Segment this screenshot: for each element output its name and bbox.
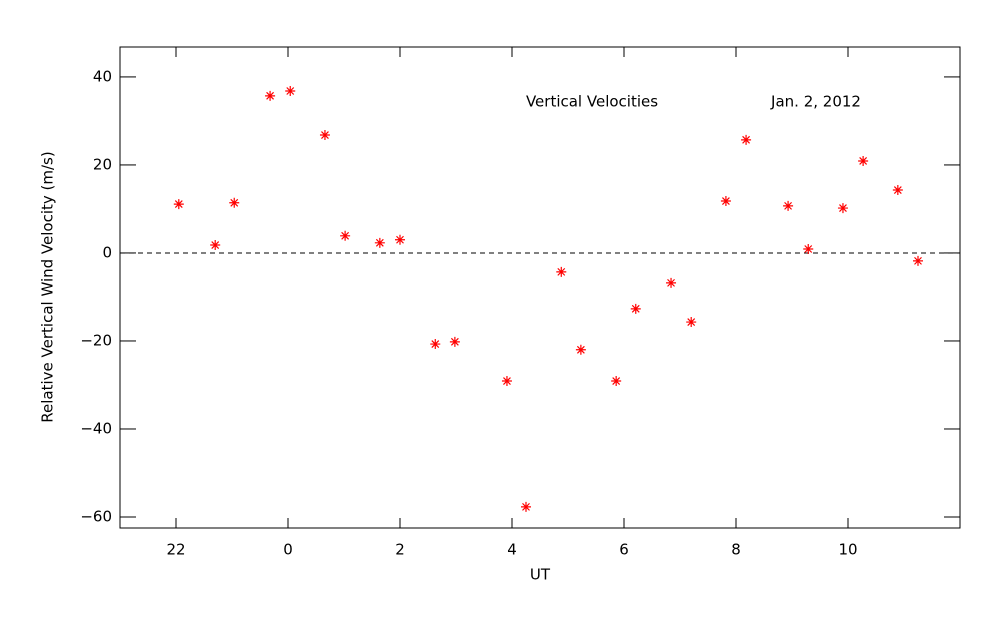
point	[741, 134, 752, 145]
point	[430, 339, 441, 350]
point	[521, 501, 531, 512]
point	[892, 185, 903, 196]
x-tick-label: 2	[395, 541, 405, 559]
y-axis-label: Relative Vertical Wind Velocity (m/s)	[39, 151, 57, 422]
point	[229, 197, 240, 208]
y-tick-label: 20	[93, 155, 112, 173]
point	[575, 344, 586, 355]
x-axis-label: UT	[530, 566, 551, 584]
point	[858, 155, 869, 166]
point	[265, 90, 276, 101]
x-tick-label: 4	[507, 541, 517, 559]
point	[340, 230, 351, 241]
point	[173, 199, 184, 210]
point	[720, 196, 731, 207]
point	[666, 277, 677, 288]
point	[611, 376, 622, 387]
y-tick-label: −20	[80, 331, 112, 349]
point	[556, 266, 567, 277]
annotation: Jan. 2, 2012	[770, 93, 861, 111]
x-tick-label: 8	[731, 541, 741, 559]
point	[374, 237, 385, 248]
point	[630, 303, 641, 314]
annotation: Vertical Velocities	[526, 93, 658, 111]
y-tick-label: 40	[93, 67, 112, 85]
y-tick-label: 0	[102, 243, 112, 261]
point	[319, 130, 330, 141]
plot-frame	[119, 46, 961, 529]
point	[395, 234, 405, 245]
point	[803, 243, 814, 254]
y-tick-label: −60	[80, 507, 112, 525]
point	[837, 203, 848, 214]
point	[783, 200, 794, 211]
point	[210, 240, 221, 251]
point	[913, 255, 923, 266]
point	[686, 317, 697, 328]
point	[501, 376, 512, 387]
point	[449, 336, 460, 347]
y-tick-label: −40	[80, 419, 112, 437]
x-tick-label: 22	[166, 541, 185, 559]
x-tick-label: 0	[283, 541, 293, 559]
x-tick-label: 6	[619, 541, 629, 559]
point	[285, 86, 296, 97]
x-tick-label: 10	[838, 541, 857, 559]
